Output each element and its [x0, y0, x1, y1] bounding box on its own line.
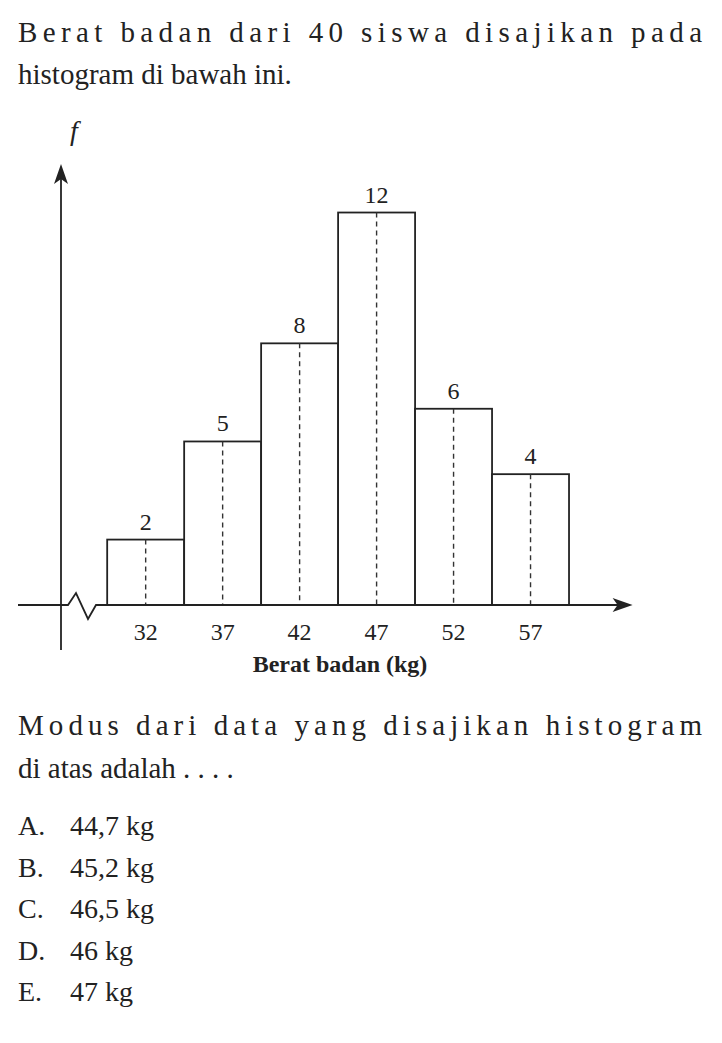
data-label: 2 — [140, 509, 152, 535]
y-axis-label: f — [70, 115, 81, 146]
tick-line — [376, 213, 377, 605]
tick-line — [299, 343, 300, 605]
x-tick-label: 32 — [134, 619, 158, 645]
data-label: 6 — [448, 378, 460, 404]
data-label: 5 — [217, 410, 229, 436]
y-axis — [60, 172, 62, 650]
option-letter: A. — [18, 810, 45, 841]
option-letter: C. — [18, 893, 44, 924]
intro-text: histogram di bawah ini. — [18, 58, 292, 90]
data-label: 12 — [365, 182, 389, 208]
prompt-text: di atas adalah . . . . — [18, 752, 234, 784]
option-text: 46,5 kg — [70, 893, 154, 924]
tick-line — [222, 441, 223, 605]
tick-line — [530, 474, 531, 605]
data-label: 4 — [525, 443, 537, 469]
option-text: 44,7 kg — [70, 810, 154, 841]
x-tick-label: 47 — [365, 619, 389, 645]
prompt-text: Modus dari data yang disajikan histogram — [18, 709, 702, 741]
y-axis-arrow — [54, 164, 68, 184]
bars — [107, 213, 569, 605]
x-tick-label: 52 — [442, 619, 466, 645]
tick-line — [145, 540, 146, 605]
data-label: 8 — [294, 312, 306, 338]
x-axis-label: Berat badan (kg) — [253, 651, 428, 677]
x-tick-label: 42 — [288, 619, 312, 645]
x-tick-label: 37 — [211, 619, 235, 645]
option-text: 46 kg — [70, 935, 133, 966]
option-letter: B. — [18, 852, 44, 883]
page: Berat badan dari 40 siswa disajikan pada… — [0, 0, 722, 1043]
option-text: 45,2 kg — [70, 852, 154, 883]
option-text: 47 kg — [70, 976, 133, 1007]
x-axis — [18, 593, 627, 619]
intro-text: Berat badan dari 40 siswa disajikan pada — [18, 16, 702, 48]
x-tick-label: 57 — [519, 619, 543, 645]
option-letter: D. — [18, 935, 45, 966]
option-letter: E. — [18, 976, 42, 1007]
tick-line — [453, 409, 454, 605]
x-axis-arrow — [613, 598, 633, 612]
